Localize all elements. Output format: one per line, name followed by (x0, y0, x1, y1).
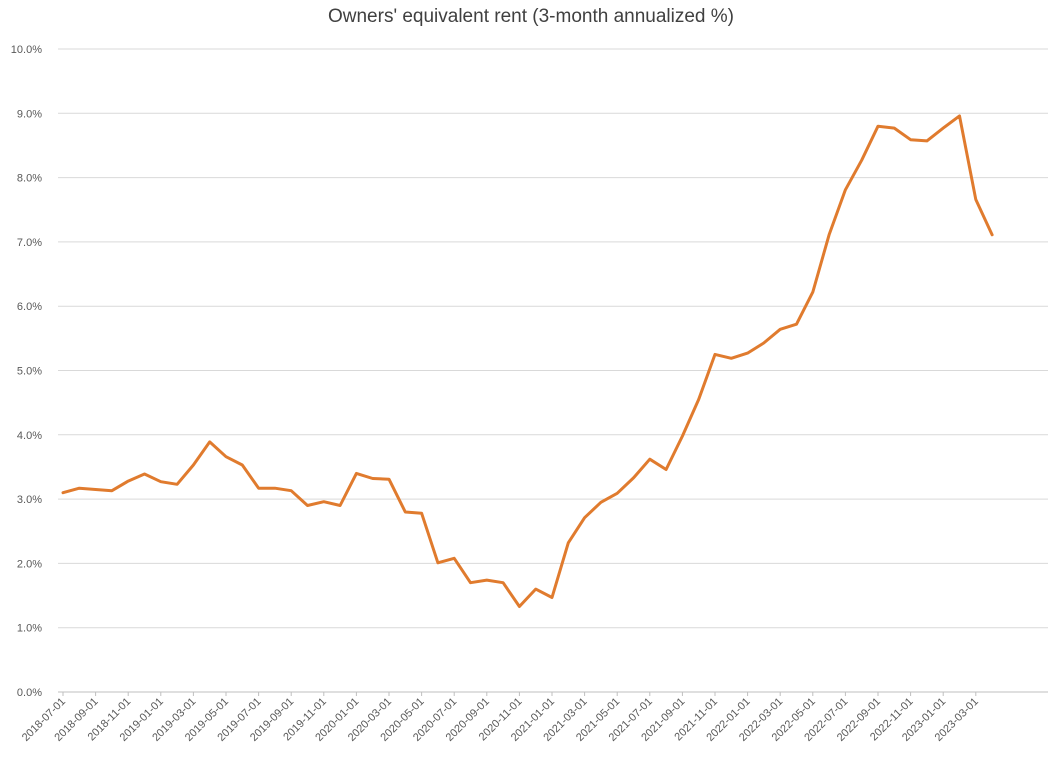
data-point (159, 480, 163, 484)
y-axis-ticks: 0.0% 1.0% 2.0% 3.0% 4.0% 5.0% 6.0% 7.0% 8.0% 9.0%… (11, 44, 42, 699)
data-point (191, 463, 195, 467)
data-point (974, 197, 978, 201)
data-point (827, 233, 831, 237)
data-point (778, 327, 782, 331)
y-tick-label: 5.0% (17, 366, 42, 378)
data-point (469, 581, 473, 585)
data-point (94, 487, 98, 491)
data-point (925, 139, 929, 143)
data-point (452, 556, 456, 560)
data-point (746, 351, 750, 355)
data-point (958, 114, 962, 118)
data-point (909, 138, 913, 142)
y-tick-label: 2.0% (17, 558, 42, 570)
data-point (517, 604, 521, 608)
y-tick-label: 10.0% (11, 44, 42, 56)
data-point (485, 578, 489, 582)
data-point (615, 491, 619, 495)
data-point (811, 290, 815, 294)
data-point (126, 479, 130, 483)
data-point (322, 500, 326, 504)
data-point (941, 126, 945, 130)
data-point (143, 472, 147, 476)
data-point (680, 434, 684, 438)
data-point (664, 468, 668, 472)
data-point (420, 511, 424, 515)
y-tick-label: 7.0% (17, 237, 42, 249)
data-point (697, 397, 701, 401)
data-point (403, 510, 407, 514)
data-point (306, 504, 310, 508)
y-tick-label: 1.0% (17, 623, 42, 635)
data-point (436, 561, 440, 565)
data-point (338, 504, 342, 508)
y-tick-label: 8.0% (17, 173, 42, 185)
data-point (843, 188, 847, 192)
data-point (990, 233, 994, 237)
data-point (534, 587, 538, 591)
data-point (257, 486, 261, 490)
x-axis-ticks: 2018-07-012018-09-012018-11-012019-01-01… (20, 692, 981, 744)
gridlines (58, 48, 1048, 693)
data-point (501, 581, 505, 585)
y-tick-label: 9.0% (17, 108, 42, 120)
data-point (354, 471, 358, 475)
data-point (175, 482, 179, 486)
data-point (583, 516, 587, 520)
data-point (876, 124, 880, 128)
y-tick-label: 4.0% (17, 430, 42, 442)
data-point (632, 476, 636, 480)
data-point (224, 455, 228, 459)
data-point (892, 126, 896, 130)
data-point (566, 541, 570, 545)
data-point (289, 489, 293, 493)
data-point (648, 457, 652, 461)
data-point (61, 491, 65, 495)
data-point (599, 500, 603, 504)
data-point (371, 477, 375, 481)
data-point (860, 158, 864, 162)
data-point (729, 356, 733, 360)
series-line (61, 114, 994, 608)
data-point (240, 463, 244, 467)
data-point (110, 489, 114, 493)
series-layer (61, 114, 994, 608)
y-tick-label: 0.0% (17, 687, 42, 699)
chart-title: Owners' equivalent rent (3-month annuali… (327, 6, 734, 27)
data-point (762, 341, 766, 345)
y-tick-label: 6.0% (17, 301, 42, 313)
data-point (208, 440, 212, 444)
y-tick-label: 3.0% (17, 494, 42, 506)
data-point (387, 477, 391, 481)
data-point (77, 486, 81, 490)
data-point (550, 595, 554, 599)
data-point (713, 352, 717, 356)
data-point (273, 486, 277, 490)
data-point (795, 322, 799, 326)
